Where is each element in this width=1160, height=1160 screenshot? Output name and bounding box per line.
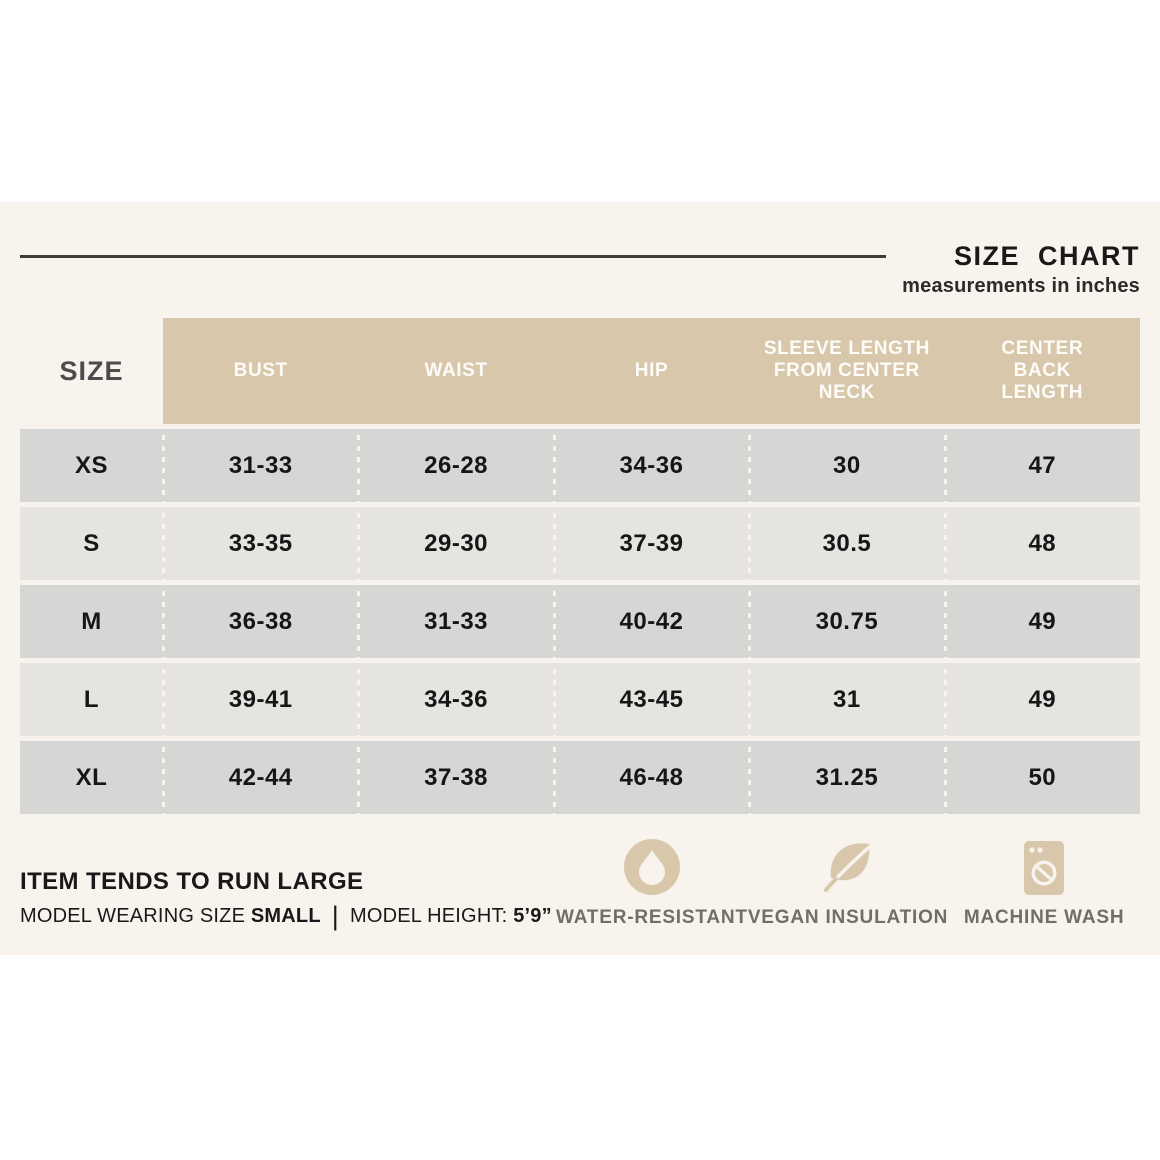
bust-cell: 39-41 — [161, 658, 358, 741]
sleeve-cell: 30.75 — [748, 580, 944, 663]
sleeve-cell: 30.5 — [748, 502, 944, 585]
waist-column-header: WAIST — [358, 318, 554, 424]
size-table: SIZE BUST WAIST HIP SLEEVE LENGTH FROM C… — [20, 318, 1140, 819]
table-row-s: S 33-35 29-30 37-39 30.5 48 — [20, 502, 1140, 585]
bust-cell: 33-35 — [161, 502, 358, 585]
model-height-prefix: MODEL HEIGHT: — [349, 905, 508, 927]
feature-vegan-insulation: VEGAN INSULATION — [748, 831, 948, 929]
waist-cell: 34-36 — [357, 658, 553, 741]
sleeve-cell: 30 — [748, 424, 944, 507]
table-row-m: M 36-38 31-33 40-42 30.75 49 — [20, 580, 1140, 663]
bust-cell: 31-33 — [161, 424, 358, 507]
chart-header: SIZE CHART measurements in inches — [20, 242, 1140, 298]
leaf-icon — [819, 831, 877, 895]
back-header-label: CENTER BACK LENGTH — [1001, 338, 1084, 403]
bust-cell: 36-38 — [161, 580, 358, 663]
sleeve-cell: 31.25 — [748, 736, 944, 819]
table-row-xs: XS 31-33 26-28 34-36 30 47 — [20, 424, 1140, 507]
header-text-block: SIZE CHART measurements in inches — [902, 242, 1140, 298]
waist-cell: 29-30 — [357, 502, 553, 585]
model-height-value: 5’9” — [513, 905, 552, 927]
page-title: SIZE CHART — [954, 241, 1140, 271]
feature-label: VEGAN INSULATION — [747, 907, 949, 928]
size-cell: L — [83, 685, 100, 713]
waist-cell: 31-33 — [357, 580, 553, 663]
back-cell: 47 — [943, 424, 1140, 507]
divider-bar: | — [331, 900, 339, 931]
model-size-value: SMALL — [250, 905, 321, 927]
sleeve-header-label: SLEEVE LENGTH FROM CENTER NECK — [763, 338, 930, 403]
table-header-row: SIZE BUST WAIST HIP SLEEVE LENGTH FROM C… — [20, 318, 1140, 424]
feature-list: WATER-RESISTANT VEGAN INSULATION — [556, 831, 1140, 929]
sleeve-length-column-header: SLEEVE LENGTH FROM CENTER NECK — [749, 318, 945, 424]
hip-header-label: HIP — [634, 360, 669, 381]
page-subtitle: measurements in inches — [902, 275, 1140, 297]
header-rule-line — [20, 255, 887, 258]
model-size-prefix: MODEL WEARING SIZE — [20, 905, 246, 927]
table-row-l: L 39-41 34-36 43-45 31 49 — [20, 658, 1140, 741]
size-cell: S — [83, 529, 100, 557]
fit-notes: ITEM TENDS TO RUN LARGE MODEL WEARING SI… — [20, 868, 552, 931]
size-chart-panel: SIZE CHART measurements in inches SIZE B… — [0, 202, 1160, 955]
washing-machine-icon — [1024, 831, 1065, 895]
bust-header-label: BUST — [233, 360, 288, 381]
water-drop-icon — [623, 831, 680, 895]
feature-label: MACHINE WASH — [963, 907, 1125, 928]
feature-machine-wash: MACHINE WASH — [948, 831, 1140, 929]
back-cell: 48 — [943, 502, 1140, 585]
center-back-column-header: CENTER BACK LENGTH — [944, 318, 1140, 424]
waist-header-label: WAIST — [424, 360, 488, 381]
bust-cell: 42-44 — [161, 736, 358, 819]
hip-cell: 34-36 — [552, 424, 749, 507]
hip-cell: 40-42 — [552, 580, 749, 663]
model-info-line: MODEL WEARING SIZE SMALL | MODEL HEIGHT:… — [20, 900, 552, 931]
hip-column-header: HIP — [553, 318, 750, 424]
back-cell: 50 — [943, 736, 1140, 819]
size-column-header: SIZE — [59, 355, 124, 386]
waist-cell: 26-28 — [357, 424, 553, 507]
bust-column-header: BUST — [163, 318, 359, 424]
feature-label: WATER-RESISTANT — [556, 907, 748, 928]
hip-cell: 37-39 — [552, 502, 749, 585]
feature-water-resistant: WATER-RESISTANT — [556, 831, 748, 929]
waist-cell: 37-38 — [357, 736, 553, 819]
size-cell: XL — [75, 763, 108, 791]
hip-cell: 46-48 — [552, 736, 749, 819]
back-cell: 49 — [943, 580, 1140, 663]
hip-cell: 43-45 — [552, 658, 749, 741]
sleeve-cell: 31 — [748, 658, 944, 741]
back-cell: 49 — [943, 658, 1140, 741]
size-cell: M — [81, 607, 102, 635]
size-cell: XS — [74, 451, 108, 479]
fit-note-headline: ITEM TENDS TO RUN LARGE — [20, 868, 364, 895]
table-row-xl: XL 42-44 37-38 46-48 31.25 50 — [20, 736, 1140, 819]
